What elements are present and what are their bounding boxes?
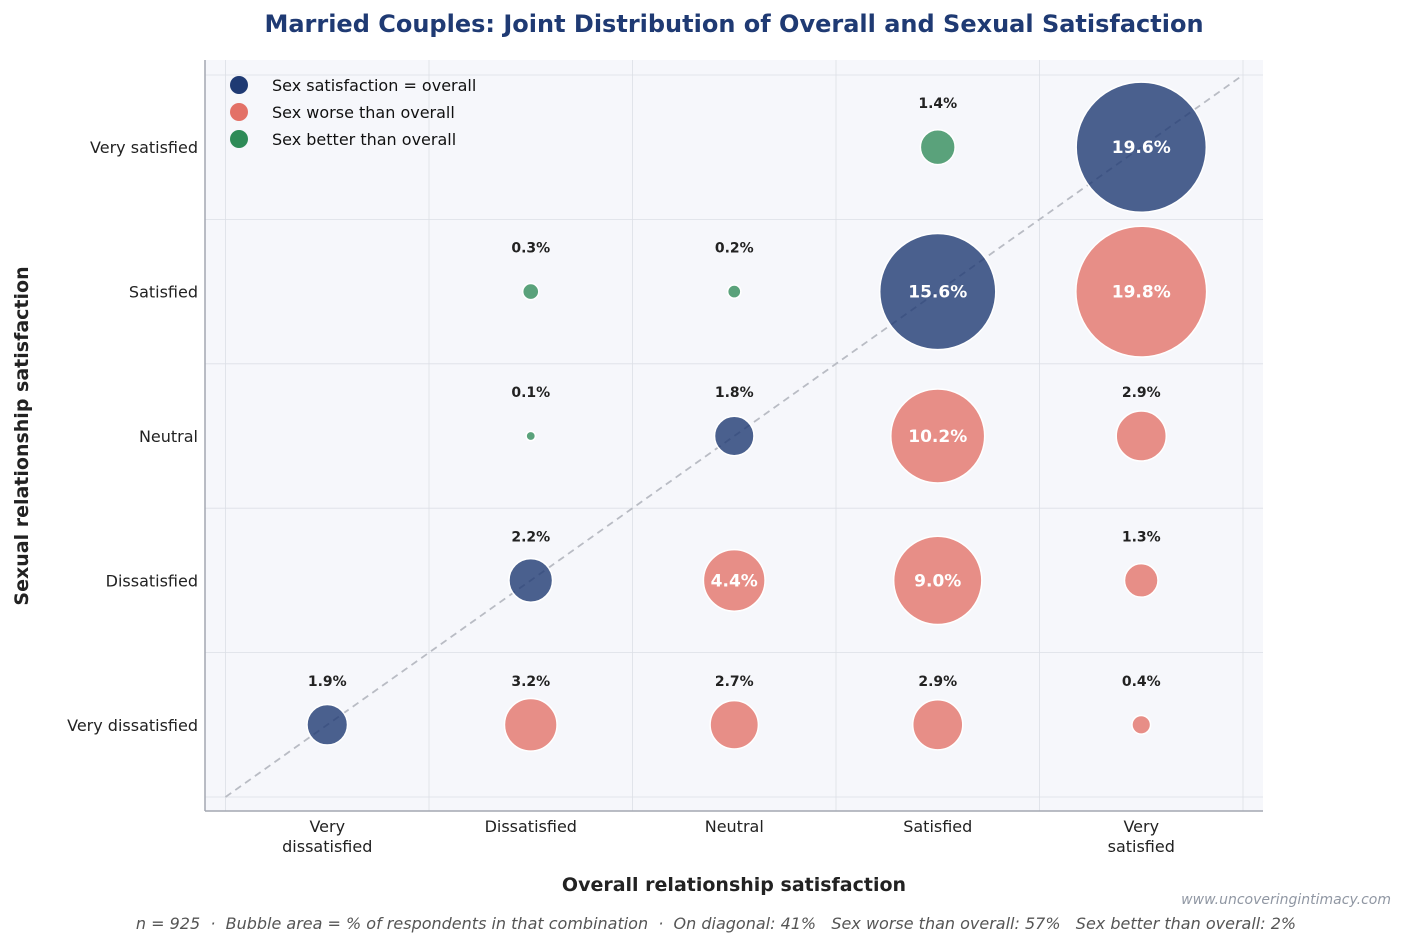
bubble-value-label: 3.2% [511,674,550,690]
x-tick-label: Dissatisfied [485,817,577,836]
bubble-value-label: 2.7% [715,674,754,690]
bubble-dissatisfied-x-satisfied [521,282,540,301]
bubble-dissatisfied-x-dissatisfied [508,557,554,603]
bubble-very-satisfied-x-satisfied [1075,225,1208,358]
legend-label-worse: Sex worse than overall [272,103,455,122]
bubble-very-satisfied-x-dissatisfied [1123,562,1159,598]
grid-lines [205,60,1263,811]
x-axis-label: Overall relationship satisfaction [562,874,906,896]
bubble-satisfied-x-very-satisfied [919,129,956,166]
bubble-value-label: 2.9% [1122,385,1161,401]
y-tick-label: Neutral [139,427,198,446]
source-watermark: www.uncoveringintimacy.com [1181,892,1391,908]
y-axis-label: Sexual relationship satisfaction [11,266,33,605]
bubble-neutral-x-dissatisfied [702,548,766,612]
bubble-value-label: 0.3% [511,241,550,257]
bubble-labels: 1.9% 3.2% 2.7% 2.9% 0.4% 2.2% 4.4% 9.0% 1.3% 0.1%… [308,96,1171,690]
bubble-dissatisfied-x-very-dissatisfied [503,697,558,752]
legend-marker-better [230,130,248,148]
legend-label-equal: Sex satisfaction = overall [272,76,476,95]
bubble-value-label: 4.4% [711,571,758,591]
bubble-neutral-x-very-dissatisfied [709,699,760,750]
legend-marker-equal [230,76,248,94]
footer-summary: n = 925 · Bubble area = % of respondents… [136,914,1296,933]
bubble-satisfied-x-very-dissatisfied [911,699,964,751]
bubble-value-label: 1.9% [308,674,347,690]
bubble-value-label: 1.4% [918,96,957,112]
bubble-very-satisfied-x-very-dissatisfied [1131,714,1152,735]
bubble-very-dissatisfied-x-very-dissatisfied [306,703,349,746]
y-tick-label: Satisfied [129,283,198,302]
bubble-value-label: 0.1% [511,385,550,401]
diagonal-reference-line [224,74,1244,798]
bubble-value-label: 1.3% [1122,529,1161,545]
x-tick-label: Neutral [705,817,764,836]
bubble-value-label: 2.2% [511,529,550,545]
x-tick-label: Very satisfied [1108,817,1175,856]
legend-marker-worse [230,103,248,121]
legend: Sex satisfaction = overall Sex worse than… [230,76,476,149]
bubble-value-label: 19.8% [1112,283,1171,303]
bubble-satisfied-x-dissatisfied [892,535,983,626]
bubble-value-label: 0.2% [715,241,754,257]
bubble-value-label: 10.2% [908,427,967,447]
bubble-satisfied-x-neutral [890,388,986,484]
bubble-very-satisfied-x-neutral [1115,410,1168,462]
y-tick-label: Dissatisfied [106,571,198,590]
bubble-neutral-x-satisfied [726,284,742,299]
bubble-value-label: 9.0% [914,571,961,591]
y-tick-label: Very satisfied [90,138,198,157]
bubble-neutral-x-neutral [713,415,755,457]
bubble-value-label: 1.8% [715,385,754,401]
bubbles [306,81,1208,752]
bubble-value-label: 0.4% [1122,674,1161,690]
legend-label-better: Sex better than overall [272,130,456,149]
bubble-value-label: 2.9% [918,674,957,690]
bubble-dissatisfied-x-neutral [525,430,537,442]
bubble-very-satisfied-x-very-satisfied [1075,81,1208,214]
x-tick-label: Very dissatisfied [282,817,372,856]
bubble-satisfied-x-satisfied [878,232,997,351]
chart-title: Married Couples: Joint Distribution of O… [264,10,1203,38]
bubble-value-label: 15.6% [908,283,967,303]
axis-ticks: Very dissatisfied Dissatisfied Neutral Satis… [67,138,1175,856]
y-tick-label: Very dissatisfied [67,716,198,735]
x-tick-label: Satisfied [903,817,972,836]
bubble-value-label: 19.6% [1112,138,1171,158]
